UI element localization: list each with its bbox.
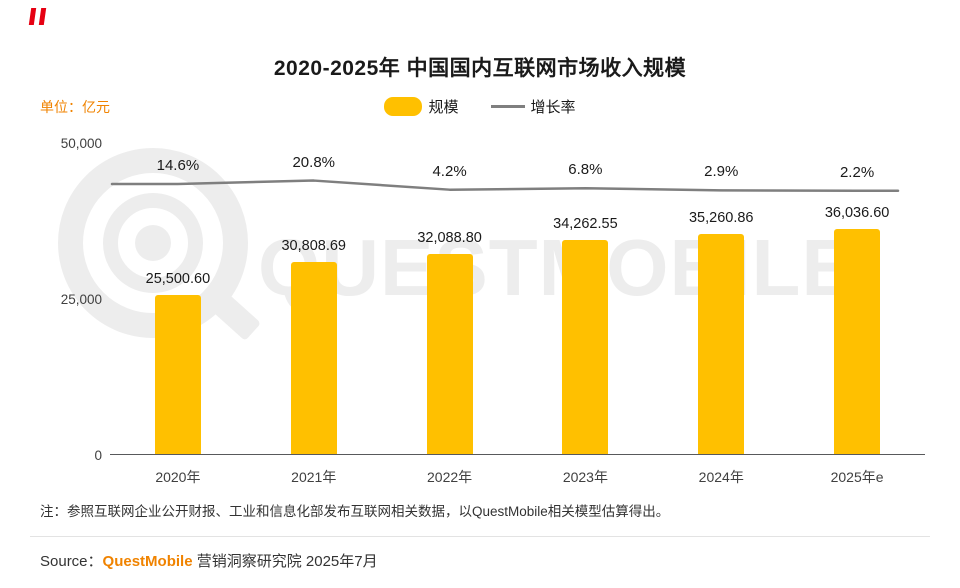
x-axis-label: 2020年 <box>155 469 201 485</box>
plot-area: 25,500.60 14.6% 2020年 30,808.69 20.8% 2021年 32… <box>110 143 925 485</box>
bar-2023年 <box>562 240 609 454</box>
bar-legend-label: 规模 <box>428 99 459 116</box>
unit-label: 单位：亿元 <box>40 99 110 115</box>
line-legend-swatch-icon <box>490 105 525 108</box>
bar-value-label: 32,088.80 <box>417 229 482 246</box>
bar-2024年 <box>698 233 745 454</box>
bar-value-label: 34,262.55 <box>553 216 618 233</box>
x-axis-label: 2023年 <box>562 469 608 485</box>
x-axis-label: 2021年 <box>291 469 337 485</box>
bar-value-label: 36,036.60 <box>824 205 890 222</box>
bar-2025年e <box>834 229 881 454</box>
bar-2020年 <box>154 294 201 454</box>
chart-title: 2020-2025年 中国国内互联网市场收入规模 <box>273 57 687 80</box>
bar-value-label: 25,500.60 <box>145 270 211 287</box>
y-axis: 0 25,000 50,000 <box>30 136 102 463</box>
x-axis-label: 2025年e <box>830 469 884 485</box>
footer-divider <box>30 536 930 537</box>
bar-value-label: 35,260.86 <box>688 209 754 226</box>
y-tick-label: 0 <box>94 448 102 463</box>
questmobile-brand-ticks-icon <box>28 8 47 25</box>
growth-rate-label: 6.8% <box>568 161 603 179</box>
source-suffix: 营销洞察研究院 2025年7月 <box>192 553 378 570</box>
bar-value-label: 30,808.69 <box>281 237 346 254</box>
y-tick-label: 25,000 <box>60 292 102 307</box>
x-axis-label: 2022年 <box>427 469 473 485</box>
growth-rate-label: 14.6% <box>156 156 200 174</box>
growth-rate-label: 2.9% <box>704 163 739 181</box>
growth-rate-label: 4.2% <box>432 162 467 180</box>
x-axis-label: 2024年 <box>698 469 744 485</box>
bar-2021年 <box>290 261 337 454</box>
line-legend-label: 增长率 <box>530 99 576 116</box>
bar-legend-swatch-icon <box>384 97 423 116</box>
y-tick-label: 50,000 <box>60 136 102 151</box>
source-brand: QuestMobile <box>102 553 193 570</box>
growth-line-svg <box>110 179 900 193</box>
bar-2022年 <box>426 253 473 454</box>
legend: 规模 增长率 <box>0 96 960 117</box>
growth-rate-label: 2.2% <box>839 163 875 181</box>
growth-rate-label: 20.8% <box>292 153 336 171</box>
source-prefix: Source： <box>40 553 103 570</box>
source-line: Source：QuestMobile 营销洞察研究院 2025年7月 <box>40 550 378 571</box>
footnote: 注：参照互联网企业公开财报、工业和信息化部发布互联网相关数据，以QuestMob… <box>40 504 670 519</box>
